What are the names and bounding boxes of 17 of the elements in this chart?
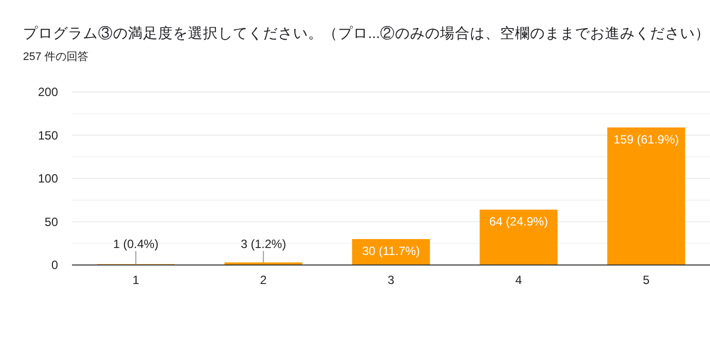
- data-label: 159 (61.9%): [614, 132, 679, 146]
- chart-subtitle: 257 件の回答: [23, 51, 88, 63]
- data-label: 1 (0.4%): [113, 237, 158, 251]
- x-tick-label: 1: [132, 273, 140, 287]
- data-label: 64 (24.9%): [489, 214, 548, 229]
- x-tick-label: 3: [388, 273, 395, 287]
- x-tick-label: 5: [642, 273, 650, 287]
- data-label: 3 (1.2%): [240, 237, 286, 251]
- x-tick-label: 2: [260, 273, 268, 287]
- chart-title: プログラム③の満足度を選択してください。（プロ...②のみの場合は、空欄のままでお進みください）: [23, 25, 710, 42]
- data-label: 30 (11.7%): [362, 244, 420, 258]
- y-tick-label: 100: [38, 172, 58, 186]
- y-tick-label: 200: [38, 85, 58, 99]
- y-tick-label: 50: [44, 214, 58, 229]
- y-tick-label: 0: [51, 258, 58, 272]
- y-tick-label: 150: [38, 128, 58, 142]
- x-tick-label: 4: [515, 273, 522, 287]
